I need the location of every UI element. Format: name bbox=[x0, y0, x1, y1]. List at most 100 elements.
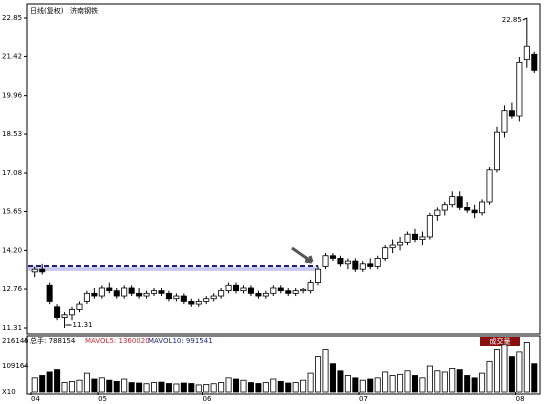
candle-body bbox=[46, 284, 53, 302]
volume-bar bbox=[493, 349, 501, 393]
volume-bar bbox=[54, 369, 61, 393]
volume-bar bbox=[121, 378, 128, 393]
volume-bar bbox=[247, 382, 254, 393]
candle-body bbox=[165, 292, 172, 300]
candle-body bbox=[471, 209, 478, 214]
candle-body bbox=[367, 263, 374, 267]
candle-body bbox=[195, 301, 202, 305]
volume-bar bbox=[255, 383, 262, 393]
volume-bar bbox=[39, 375, 46, 393]
candle-body bbox=[240, 287, 247, 292]
candle-body bbox=[315, 268, 322, 284]
y-tick-label: 17.08 bbox=[2, 169, 22, 177]
volume-bar bbox=[91, 378, 98, 393]
volume-bar bbox=[464, 375, 471, 393]
candle-body bbox=[106, 287, 113, 292]
candle-body bbox=[173, 295, 180, 300]
high-annotation: 22.85 bbox=[502, 16, 522, 24]
volume-bar bbox=[359, 379, 366, 393]
chart-title: 日线(复权) bbox=[30, 6, 64, 15]
candle-body bbox=[180, 295, 187, 302]
candle-body bbox=[434, 209, 441, 216]
candle-body bbox=[531, 53, 538, 71]
volume-bar bbox=[180, 382, 187, 393]
volume-bar bbox=[322, 349, 329, 393]
volume-bar bbox=[367, 378, 374, 393]
volume-bar bbox=[411, 375, 418, 393]
volume-bar bbox=[210, 383, 217, 393]
volume-bar bbox=[262, 382, 269, 393]
volume-bar bbox=[83, 372, 90, 393]
candle-body bbox=[486, 169, 493, 203]
candle-body bbox=[247, 287, 254, 294]
volume-bar bbox=[352, 377, 359, 393]
volume-bar bbox=[344, 375, 351, 393]
candle-body bbox=[359, 263, 366, 270]
volume-bar bbox=[419, 377, 426, 393]
candle-body bbox=[449, 196, 456, 206]
volume-bar bbox=[329, 363, 336, 393]
candle-body bbox=[151, 290, 158, 294]
volume-header: MAVOL10: 991541 bbox=[148, 337, 213, 345]
low-annotation: 11.31 bbox=[73, 321, 93, 329]
candle-body bbox=[344, 260, 351, 265]
candle-body bbox=[39, 268, 46, 273]
volume-bar bbox=[106, 379, 113, 393]
candle-body bbox=[225, 284, 232, 292]
candle-body bbox=[411, 233, 418, 241]
volume-title-box bbox=[480, 337, 520, 346]
candle-body bbox=[307, 282, 314, 292]
volume-panel bbox=[26, 335, 541, 395]
candle-body bbox=[136, 292, 143, 297]
volume-bar bbox=[292, 382, 299, 393]
volume-bar bbox=[508, 356, 515, 393]
volume-bar bbox=[516, 351, 523, 393]
y-tick-label: 19.96 bbox=[2, 92, 23, 100]
candle-body bbox=[493, 131, 501, 171]
candle-body bbox=[441, 204, 448, 211]
y-tick-label: 11.31 bbox=[2, 324, 22, 332]
candle-body bbox=[292, 290, 299, 294]
candle-body bbox=[322, 255, 329, 267]
candle-body bbox=[54, 306, 61, 318]
volume-bar bbox=[277, 380, 284, 393]
candle-body bbox=[210, 295, 217, 300]
x-tick-label: 05 bbox=[98, 395, 107, 403]
candle-body bbox=[113, 290, 120, 297]
arrow bbox=[291, 246, 314, 264]
volume-bar bbox=[449, 368, 456, 393]
candle-body bbox=[83, 292, 90, 302]
y-tick-label: 18.53 bbox=[2, 130, 22, 138]
candle-body bbox=[456, 196, 463, 208]
candle-body bbox=[300, 288, 307, 292]
volume-bar bbox=[240, 379, 247, 393]
volume-bar bbox=[136, 382, 143, 393]
candle-body bbox=[61, 314, 68, 318]
candle-body bbox=[464, 206, 471, 211]
volume-title: 成交量 bbox=[490, 337, 511, 346]
candle-body bbox=[285, 290, 292, 294]
volume-bar bbox=[165, 383, 172, 393]
candle-body bbox=[329, 255, 336, 259]
y-tick-label: 15.65 bbox=[2, 207, 22, 215]
volume-bar bbox=[426, 365, 433, 393]
volume-bar bbox=[434, 370, 441, 393]
volume-bar bbox=[218, 382, 225, 393]
volume-bar bbox=[270, 378, 277, 393]
volume-bar bbox=[68, 380, 76, 393]
volume-bar bbox=[374, 377, 381, 393]
candle-body bbox=[233, 284, 240, 292]
candle-body bbox=[426, 215, 433, 238]
volume-bar bbox=[523, 342, 530, 393]
volume-bar bbox=[225, 377, 232, 393]
candle-body bbox=[382, 247, 389, 259]
candle-body bbox=[419, 236, 426, 241]
volume-bar bbox=[31, 377, 38, 393]
volume-bar bbox=[315, 356, 322, 393]
candle-body bbox=[523, 45, 530, 61]
candle-body bbox=[98, 287, 105, 297]
volume-bar bbox=[479, 372, 486, 393]
candle-body bbox=[389, 244, 396, 249]
volume-bar bbox=[456, 369, 463, 393]
